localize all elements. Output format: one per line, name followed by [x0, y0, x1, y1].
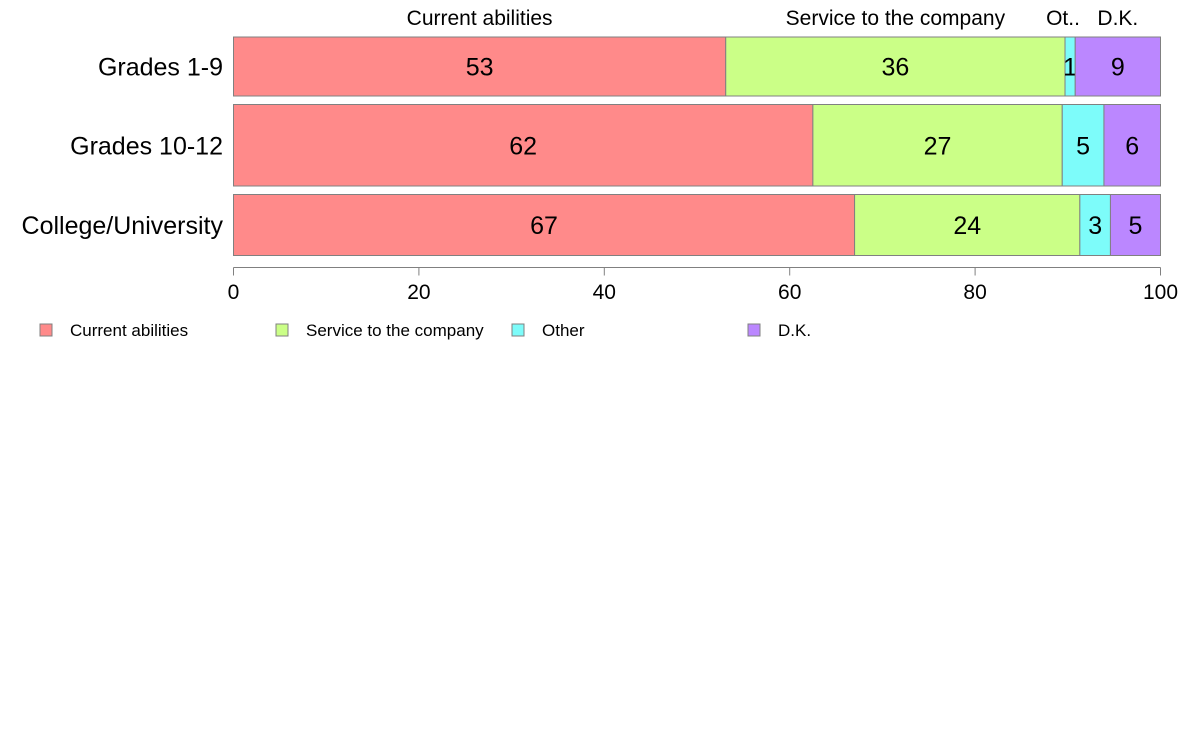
bar-segment — [854, 194, 1081, 256]
data-label: 27 — [924, 132, 952, 160]
series-top-label: Current abilities — [407, 7, 553, 30]
x-tick-label: 20 — [407, 281, 430, 304]
legend-swatch — [275, 323, 289, 337]
data-label: 62 — [509, 132, 537, 160]
legend-label: Other — [542, 321, 585, 340]
category-label: Grades 10-12 — [70, 132, 223, 160]
category-label: Grades 1-9 — [98, 54, 223, 82]
legend-label: Current abilities — [70, 321, 188, 340]
data-label: 53 — [466, 54, 494, 82]
bar-segment — [812, 104, 1063, 187]
data-label: 5 — [1076, 132, 1090, 160]
series-top-label: D.K. — [1097, 7, 1138, 30]
legend-swatch — [747, 323, 761, 337]
data-label: 9 — [1111, 54, 1125, 82]
data-label: 3 — [1088, 212, 1102, 240]
legend-label: Service to the company — [306, 321, 484, 340]
series-top-label: Ot.. — [1046, 7, 1080, 30]
legend-label: D.K. — [778, 321, 811, 340]
data-label: 6 — [1125, 132, 1139, 160]
x-tick-label: 60 — [778, 281, 801, 304]
data-label: 24 — [953, 212, 981, 240]
category-label: College/University — [22, 212, 224, 240]
bar-segment — [725, 36, 1066, 97]
data-label: 36 — [881, 54, 909, 82]
bar-segment — [1061, 104, 1105, 187]
x-tick-label: 80 — [963, 281, 986, 304]
legend-swatch — [39, 323, 53, 337]
bar-segment — [233, 36, 727, 97]
bar-segment — [233, 104, 814, 187]
bar-segment — [1103, 104, 1162, 187]
x-tick-label: 0 — [228, 281, 240, 304]
data-label: 5 — [1129, 212, 1143, 240]
data-label: 1 — [1063, 54, 1077, 82]
data-label: 67 — [530, 212, 558, 240]
x-tick-label: 40 — [593, 281, 616, 304]
x-tick-label: 100 — [1143, 281, 1178, 304]
series-top-label: Service to the company — [786, 7, 1006, 30]
legend-swatch — [511, 323, 525, 337]
bar-segment — [1074, 36, 1161, 97]
bar-segment — [233, 194, 856, 256]
bar-segment — [1109, 194, 1162, 256]
